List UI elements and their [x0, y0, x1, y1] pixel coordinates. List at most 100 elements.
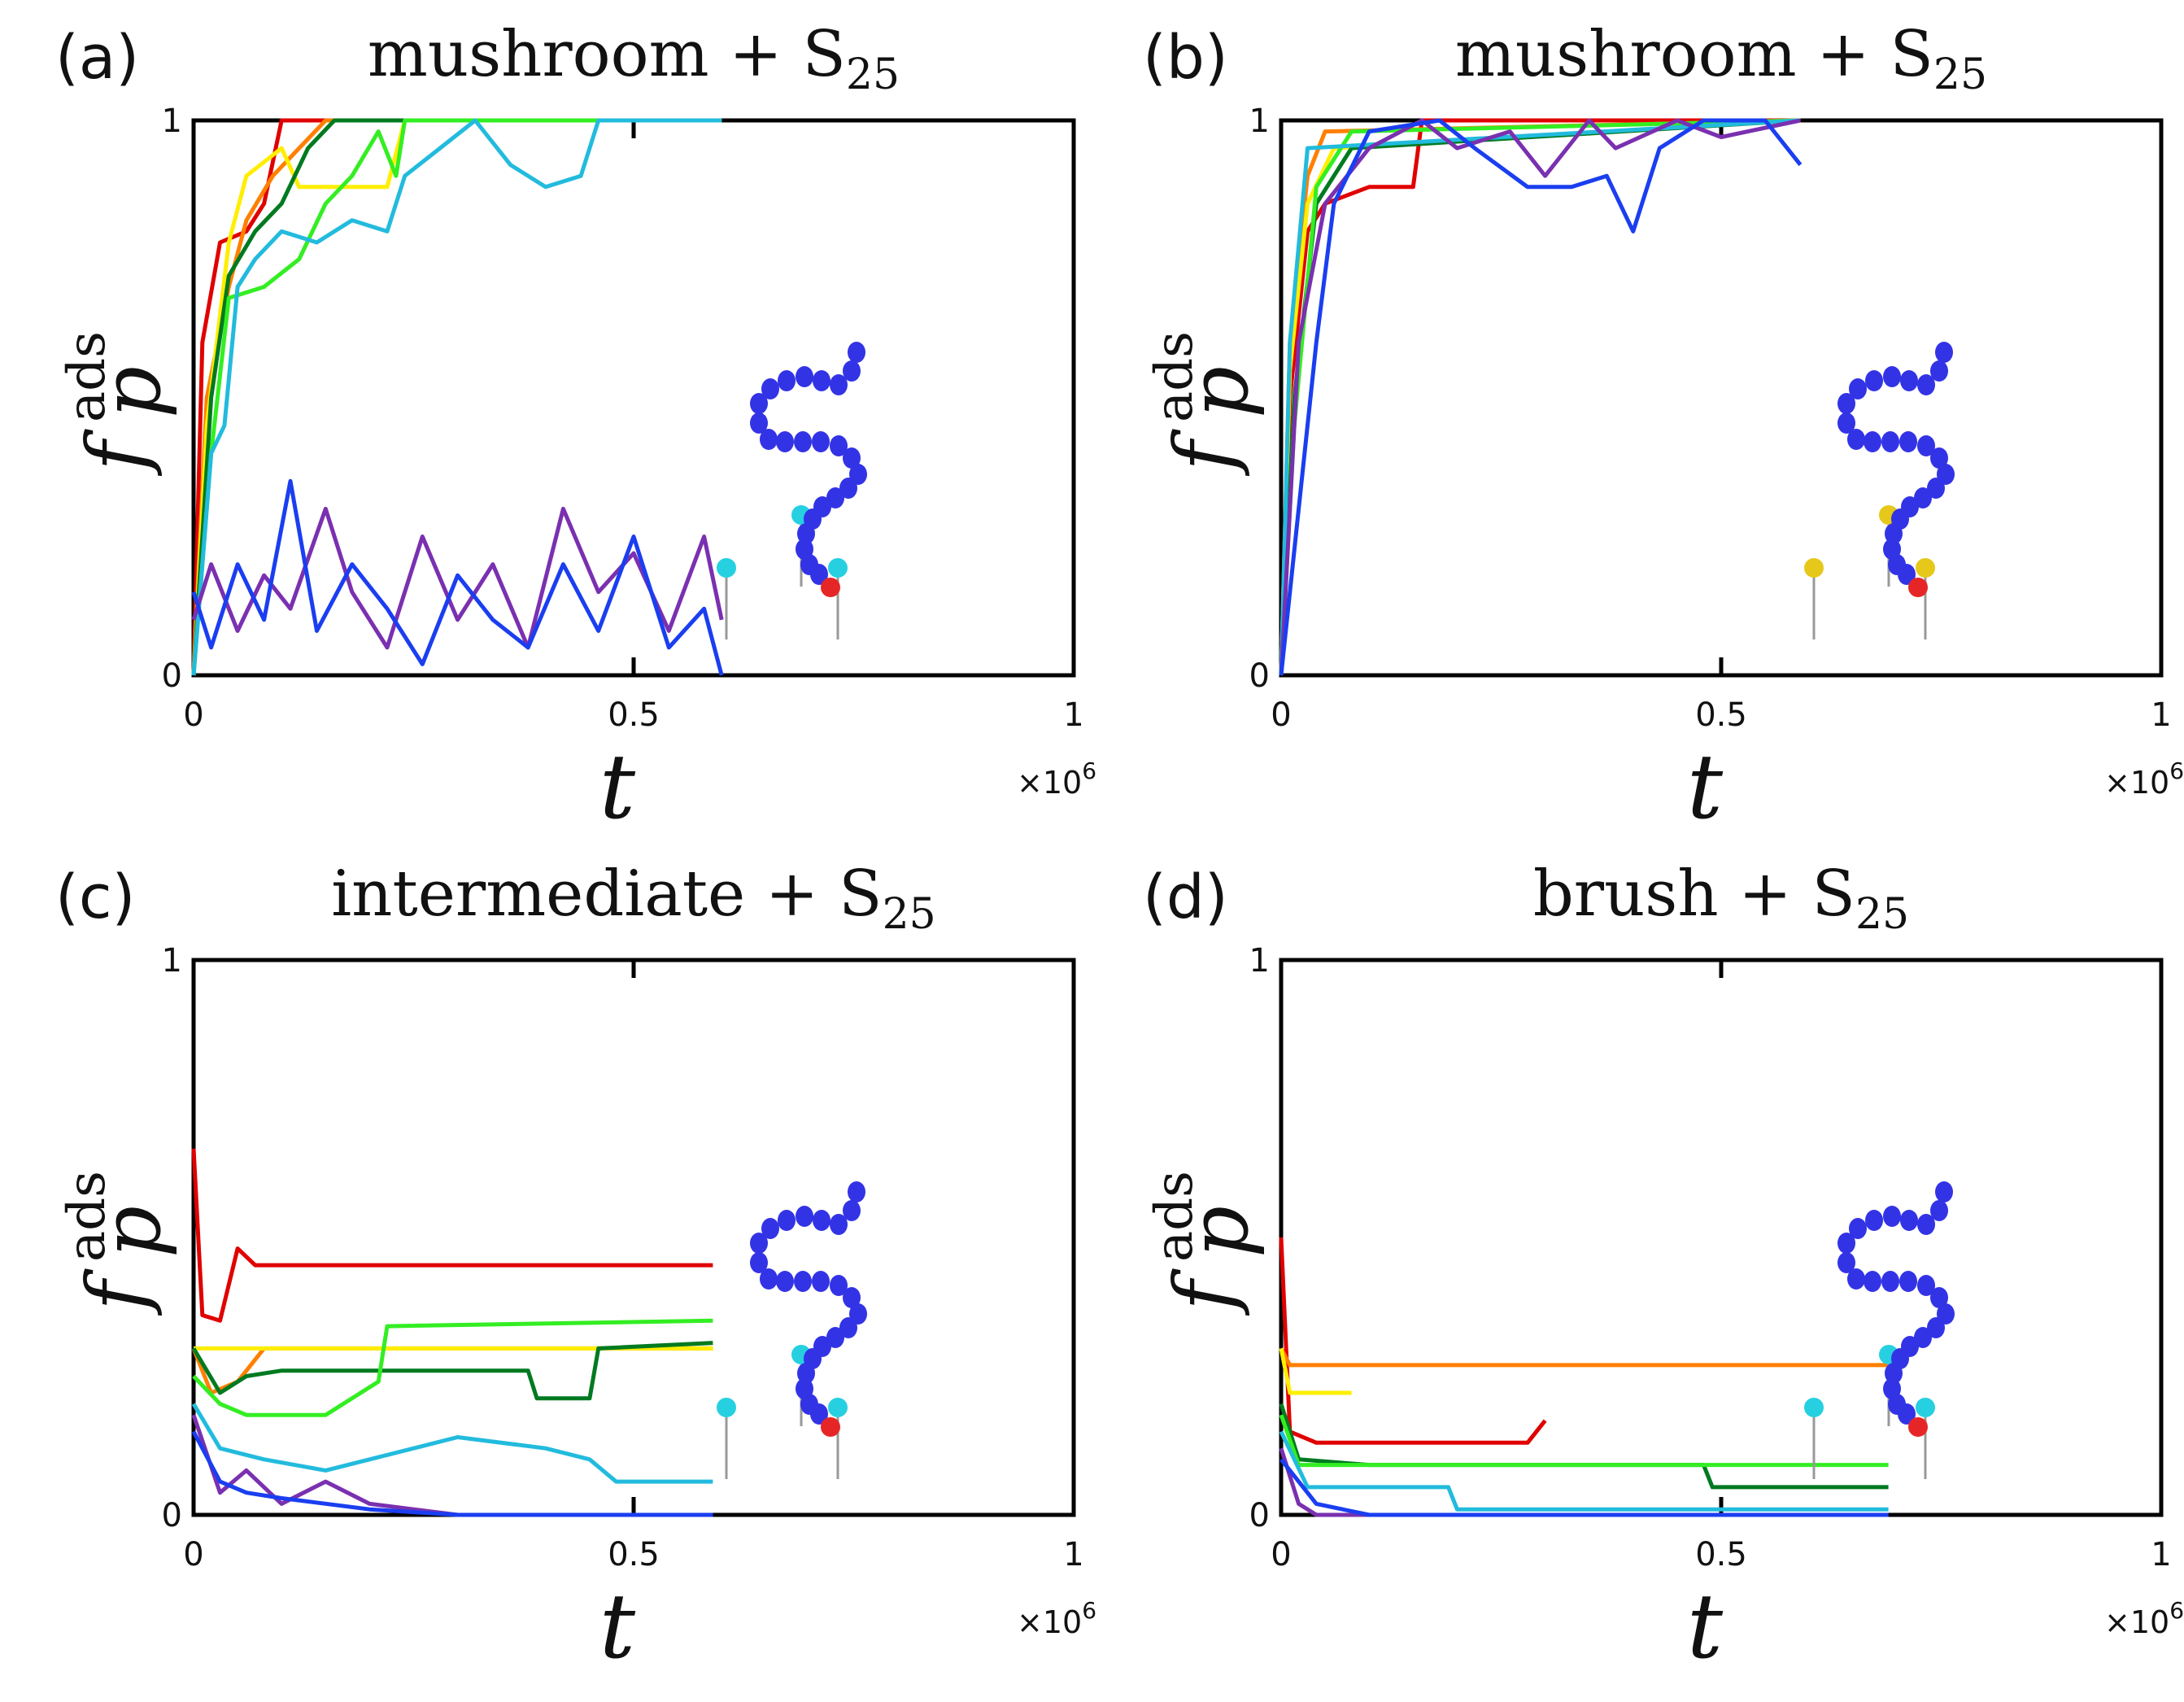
- series-line-8: [1279, 118, 1803, 676]
- polymer-bead: [843, 360, 861, 382]
- series-line-4: [191, 118, 722, 676]
- polymer-bead: [849, 1303, 867, 1325]
- x-axis-label: t: [1687, 1574, 1724, 1678]
- series-line-7: [1279, 118, 1801, 676]
- polymer-bead: [1930, 1287, 1948, 1308]
- polymer-end-bead: [1908, 1417, 1928, 1437]
- panel-title: mushroom + S25: [1455, 18, 1987, 99]
- series-line-6: [1279, 118, 1801, 676]
- anchor-bead: [717, 1398, 736, 1417]
- polymer-bead: [1885, 523, 1903, 544]
- panel-title-text: mushroom + S: [1455, 18, 1933, 91]
- x-axis-label: t: [599, 735, 636, 839]
- y-label-superscript: ads: [1144, 331, 1205, 422]
- series-line-8: [1279, 1458, 1889, 1517]
- polymer-bead: [810, 564, 828, 585]
- panel-title: brush + S25: [1533, 858, 1909, 939]
- polymer-bead: [776, 1271, 794, 1292]
- x-multiplier-exponent: 6: [2169, 757, 2184, 784]
- polymer-bead: [761, 378, 779, 399]
- y-label-subscript: p: [1171, 1206, 1266, 1258]
- anchor-bead: [1916, 1398, 1935, 1417]
- polymer-bead: [778, 1210, 796, 1231]
- polymer-bead: [1937, 464, 1955, 485]
- anchor-bead: [828, 558, 848, 578]
- polymer-bead: [830, 374, 848, 395]
- panel-title: mushroom + S25: [368, 18, 900, 99]
- series-line-5: [192, 1318, 713, 1417]
- y-label-subscript: p: [1171, 366, 1266, 418]
- polymer-bead: [1930, 360, 1948, 382]
- polymer-bead: [1900, 1210, 1918, 1231]
- polymer-bead: [1837, 412, 1855, 434]
- x-axis-label: t: [1687, 735, 1724, 839]
- anchor-bead: [1916, 558, 1935, 578]
- x-multiplier-exponent: 6: [2169, 1597, 2184, 1624]
- polymer-bead: [750, 393, 768, 414]
- x-multiplier-base: ×10: [1017, 765, 1082, 801]
- y-label-superscript: ads: [57, 331, 117, 422]
- polymer-bead: [796, 366, 813, 387]
- polymer-bead: [849, 464, 867, 485]
- x-multiplier: ×106: [1017, 1597, 1096, 1640]
- polymer-bead: [812, 1271, 830, 1292]
- polymer-bead: [1899, 431, 1917, 452]
- plot-frame: [1279, 958, 2164, 1517]
- polymer-bead: [1881, 1271, 1899, 1292]
- polymer-bead: [1917, 374, 1935, 395]
- x-axis-label: t: [599, 1574, 636, 1678]
- series-line-6: [1279, 1430, 1889, 1512]
- x-tick-label: 0: [183, 1536, 203, 1573]
- x-tick-label: 1: [2151, 696, 2171, 734]
- y-tick-label: 1: [162, 103, 182, 140]
- polymer-bead: [1849, 1218, 1867, 1239]
- x-multiplier-base: ×10: [1017, 1604, 1082, 1640]
- y-tick-label: 0: [1249, 657, 1270, 695]
- x-multiplier-exponent: 6: [1082, 757, 1096, 784]
- polymer-bead: [1883, 366, 1901, 387]
- polymer-bead: [1927, 1317, 1945, 1338]
- polymer-bead: [813, 1210, 830, 1231]
- polymer-bead: [1847, 1268, 1865, 1290]
- x-tick-label: 0.5: [1695, 1536, 1747, 1573]
- series-line-7: [191, 506, 724, 650]
- y-label-superscript: ads: [1144, 1171, 1205, 1262]
- polymer-bead: [797, 1363, 815, 1384]
- x-multiplier-exponent: 6: [1082, 1597, 1096, 1624]
- polymer-bead: [797, 523, 815, 544]
- polymer-bead: [839, 478, 857, 499]
- polymer-bead: [1935, 1181, 1953, 1202]
- panel-label: (d): [1143, 862, 1228, 932]
- y-label-main: f: [1157, 1268, 1252, 1316]
- anchor-bead: [1804, 558, 1824, 578]
- polymer-bead: [1837, 1252, 1855, 1273]
- anchor-bead: [1804, 1398, 1824, 1417]
- panel-title-text: brush + S: [1533, 858, 1855, 931]
- x-multiplier: ×106: [2104, 1597, 2184, 1640]
- polymer-bead: [813, 370, 830, 391]
- polymer-bead: [1881, 431, 1899, 452]
- y-label-subscript: p: [84, 366, 179, 418]
- x-tick-label: 1: [1063, 1536, 1083, 1573]
- polymer-bead: [1914, 487, 1932, 508]
- polymer-bead: [1837, 1233, 1855, 1254]
- polymer-bead: [1899, 1271, 1917, 1292]
- x-tick-label: 1: [1063, 696, 1083, 734]
- polymer-end-bead: [1908, 578, 1928, 597]
- y-tick-label: 1: [1249, 942, 1270, 980]
- series-line-8: [191, 1430, 713, 1517]
- x-multiplier-base: ×10: [2104, 765, 2169, 801]
- x-tick-label: 0.5: [608, 1536, 660, 1573]
- x-tick-label: 0: [1271, 1536, 1291, 1573]
- polymer-bead: [1900, 370, 1918, 391]
- polymer-bead: [760, 1268, 778, 1290]
- polymer-bead: [830, 1214, 848, 1235]
- polymer-bead: [1917, 1275, 1935, 1296]
- polymer-bead: [750, 1252, 768, 1273]
